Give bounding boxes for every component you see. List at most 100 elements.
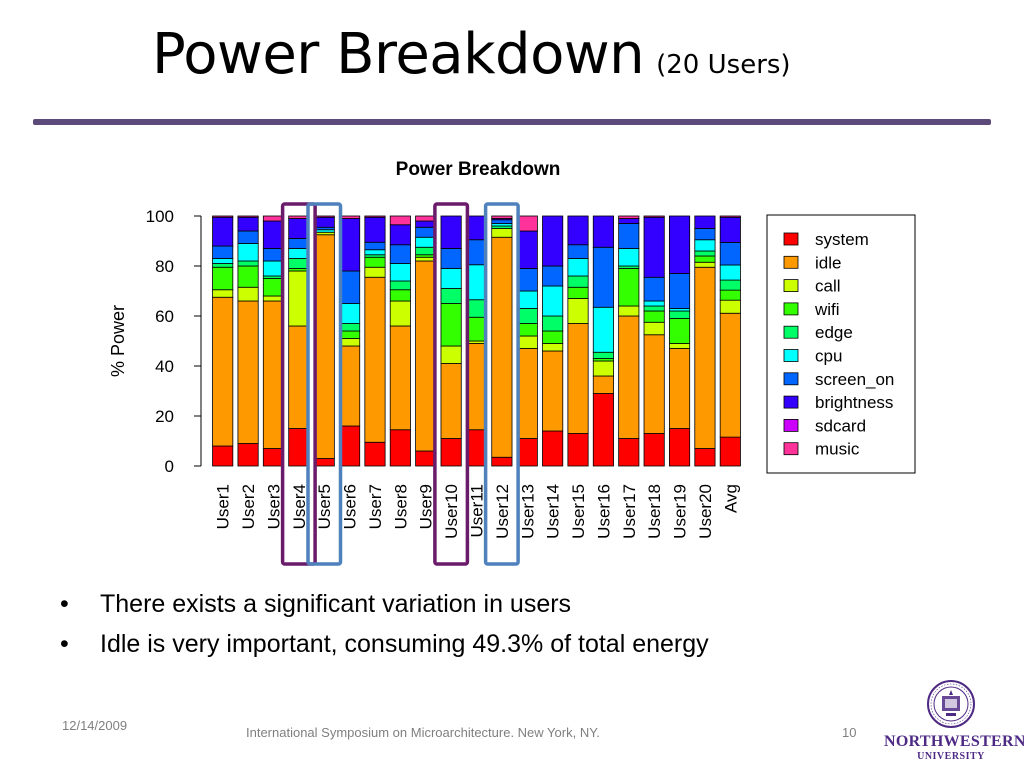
x-tick-label: User4 [290,484,309,529]
bar-segment-edge [694,250,716,257]
legend-label: brightness [815,393,893,412]
legend-swatch-sdcard [783,418,799,432]
bar-segment-screen_on [542,265,564,287]
bar-segment-brightness [313,216,335,228]
bar-segment-call [288,270,310,327]
legend-swatch-wifi [783,302,799,316]
bar-segment-screen_on [669,273,691,309]
bar-segment-call [440,345,462,364]
bar-segment-system [262,448,284,467]
bar-segment-music [389,215,411,226]
bar-segment-system [719,436,741,467]
x-tick-label: User19 [671,484,690,539]
bar-segment-edge [237,260,259,267]
bar-segment-idle [288,325,310,429]
bar-segment-wifi [643,310,665,323]
bar-segment-edge [339,323,361,332]
bar-segment-edge [288,258,310,269]
bar-segment-cpu [567,258,589,277]
legend-label: wifi [814,300,840,319]
bar-segment-music [364,215,386,218]
footer-date: 12/14/2009 [62,718,128,733]
bar-segment-edge [669,310,691,319]
bar-segment-idle [592,375,614,394]
bar-segment-idle [440,363,462,439]
legend-swatch-system [783,232,799,246]
bar-segment-edge [465,299,488,318]
bar-segment-screen_on [516,268,538,292]
legend-label: call [815,277,841,296]
x-tick-labels: User1 User2 User3 User4 User5 User6 User7 User8… [214,484,741,539]
bar-segment-system [440,438,462,467]
bar-segment-brightness [694,215,716,229]
bar-segment-screen_on [618,223,640,249]
bar-segment-idle [618,315,640,439]
y-tick-label: 40 [155,357,174,376]
x-tick-label: User7 [366,484,385,529]
bar-segment-brightness [542,215,564,267]
bullet-list: • There exists a significant variation in… [60,586,709,666]
bar-segment-system [592,393,614,467]
legend-label: screen_on [815,370,894,389]
bar-segment-wifi [212,266,234,291]
bar-segment-idle [212,296,234,447]
logo-name: NORTHWESTERN [884,733,1024,750]
slide-title-main: Power Breakdown [152,22,645,87]
bar-segment-screen_on [643,276,665,302]
bar-segment-brightness [262,220,284,249]
bar-segment-cpu [237,243,259,262]
bar-segment-brightness [237,216,259,232]
bar-segment-call [364,266,386,278]
bar-segment-system [491,456,513,467]
y-axis: 0 20 40 60 80 100 [146,207,202,476]
bar-segment-music [415,215,437,222]
bar-segment-screen_on [237,230,259,244]
bar-segment-system [567,433,589,467]
bar-segment-screen_on [262,248,284,262]
chart-title: Power Breakdown [396,159,561,180]
bar-segment-screen_on [491,219,513,224]
bar-segment-idle [567,323,589,434]
legend-label: sdcard [815,416,866,435]
bullet-text: Idle is very important, consuming 49.3% … [100,630,709,658]
bar-segment-wifi [516,323,538,337]
bar-segment-call [212,289,234,298]
bar-segment-wifi [465,316,488,342]
x-tick-label: User12 [493,484,512,539]
bar-segment-idle [389,325,411,431]
legend-label: idle [815,253,841,272]
bar-segment-system [288,428,310,467]
bar-segment-cpu [364,249,386,256]
y-axis-label: % Power [108,305,128,377]
y-tick-label: 60 [155,307,174,326]
x-tick-label: User13 [518,484,537,539]
bar-segment-cpu [592,306,614,353]
bar-segment-call [567,298,589,324]
bar-segment-screen_on [415,226,437,238]
bar-segment-screen_on [339,270,361,304]
bar-segment-system [694,448,716,467]
x-tick-label: User8 [391,484,410,529]
bar-segment-screen_on [719,241,741,266]
page-number: 10 [842,725,857,740]
bar-segment-brightness [465,215,488,241]
legend: system idle call wifi edge cpu screen_onbright… [766,214,916,474]
bar-segment-system [313,458,335,467]
logo-university: UNIVERSITY [917,751,985,762]
bar-segment-edge [516,308,538,324]
bar-segment-system [415,450,437,467]
highlight-boxes [280,202,520,566]
bar-segment-system [389,429,411,467]
bar-segment-screen_on [212,245,234,259]
bar-segment-edge [643,305,665,312]
bar-segment-music [237,215,259,218]
bar-segment-screen_on [440,248,462,269]
bar-segment-system [643,433,665,467]
bar-segment-screen_on [364,241,386,251]
bar-segment-system [212,445,234,467]
bar-segment-idle [339,345,361,427]
bar-segment-idle [364,276,386,443]
x-tick-label: User18 [645,484,664,539]
x-tick-label: User20 [696,484,715,539]
bar-segment-music [313,215,335,218]
